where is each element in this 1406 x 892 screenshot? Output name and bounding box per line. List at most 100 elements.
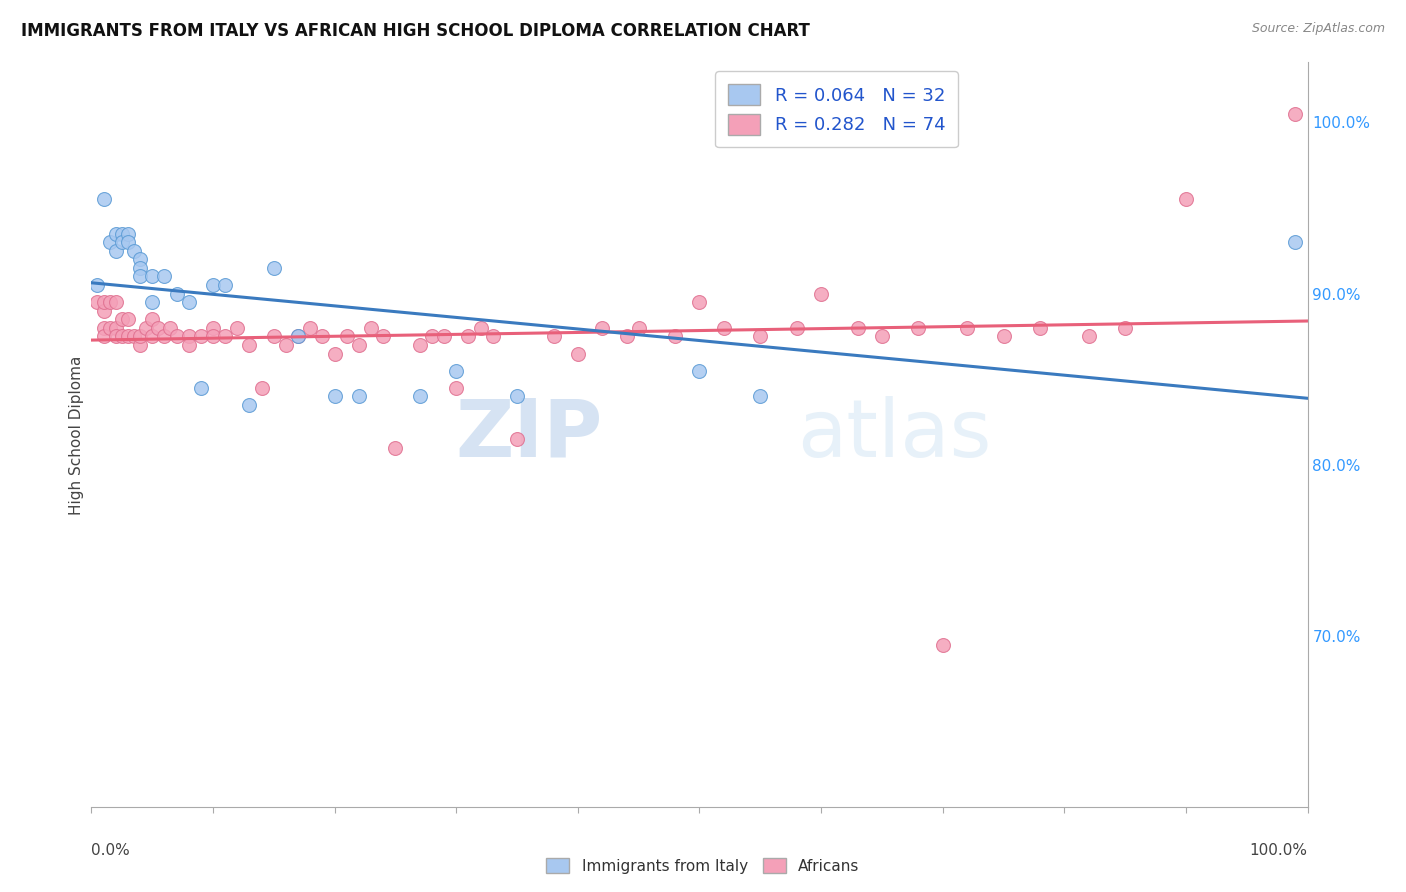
Point bbox=[238, 398, 260, 412]
Point bbox=[148, 321, 170, 335]
Point bbox=[591, 321, 613, 335]
Point bbox=[202, 329, 225, 343]
Point bbox=[713, 321, 735, 335]
Text: IMMIGRANTS FROM ITALY VS AFRICAN HIGH SCHOOL DIPLOMA CORRELATION CHART: IMMIGRANTS FROM ITALY VS AFRICAN HIGH SC… bbox=[21, 22, 810, 40]
Point bbox=[373, 329, 395, 343]
Point bbox=[141, 312, 163, 326]
Point bbox=[190, 329, 212, 343]
Point bbox=[111, 329, 134, 343]
Point bbox=[347, 389, 370, 403]
Point bbox=[846, 321, 869, 335]
Point bbox=[420, 329, 443, 343]
Point bbox=[311, 329, 333, 343]
Point bbox=[141, 269, 163, 284]
Point bbox=[250, 381, 273, 395]
Point bbox=[202, 278, 225, 293]
Point bbox=[457, 329, 479, 343]
Point bbox=[993, 329, 1015, 343]
Point bbox=[111, 227, 134, 241]
Point bbox=[263, 329, 285, 343]
Point bbox=[104, 295, 127, 310]
Point bbox=[93, 303, 115, 318]
Point bbox=[141, 329, 163, 343]
Point bbox=[104, 329, 127, 343]
Point bbox=[86, 278, 108, 293]
Point bbox=[202, 321, 225, 335]
Point bbox=[214, 329, 236, 343]
Point bbox=[111, 235, 134, 250]
Point bbox=[543, 329, 565, 343]
Point bbox=[323, 346, 346, 360]
Point bbox=[956, 321, 979, 335]
Point bbox=[93, 295, 115, 310]
Point bbox=[1284, 235, 1306, 250]
Point bbox=[93, 321, 115, 335]
Point bbox=[104, 321, 127, 335]
Point bbox=[1029, 321, 1052, 335]
Point bbox=[870, 329, 893, 343]
Point bbox=[336, 329, 359, 343]
Point bbox=[433, 329, 456, 343]
Point bbox=[111, 312, 134, 326]
Point bbox=[117, 227, 139, 241]
Point bbox=[347, 338, 370, 352]
Point bbox=[117, 235, 139, 250]
Point bbox=[786, 321, 808, 335]
Point bbox=[86, 295, 108, 310]
Point bbox=[190, 381, 212, 395]
Text: atlas: atlas bbox=[797, 396, 991, 474]
Point bbox=[409, 389, 432, 403]
Point bbox=[177, 295, 200, 310]
Point bbox=[1284, 107, 1306, 121]
Point bbox=[117, 329, 139, 343]
Point bbox=[664, 329, 686, 343]
Point bbox=[274, 338, 297, 352]
Point bbox=[323, 389, 346, 403]
Point bbox=[98, 321, 121, 335]
Point bbox=[93, 329, 115, 343]
Point bbox=[153, 269, 176, 284]
Point bbox=[159, 321, 181, 335]
Point bbox=[931, 638, 953, 652]
Text: ZIP: ZIP bbox=[456, 396, 602, 474]
Point bbox=[238, 338, 260, 352]
Point bbox=[287, 329, 309, 343]
Text: Source: ZipAtlas.com: Source: ZipAtlas.com bbox=[1251, 22, 1385, 36]
Point bbox=[177, 329, 200, 343]
Point bbox=[1114, 321, 1136, 335]
Point bbox=[567, 346, 589, 360]
Point bbox=[214, 278, 236, 293]
Point bbox=[506, 432, 529, 446]
Point bbox=[470, 321, 492, 335]
Y-axis label: High School Diploma: High School Diploma bbox=[69, 355, 84, 515]
Legend: Immigrants from Italy, Africans: Immigrants from Italy, Africans bbox=[540, 852, 866, 880]
Point bbox=[141, 295, 163, 310]
Point bbox=[93, 193, 115, 207]
Legend: R = 0.064   N = 32, R = 0.282   N = 74: R = 0.064 N = 32, R = 0.282 N = 74 bbox=[716, 71, 957, 147]
Point bbox=[444, 364, 467, 378]
Point bbox=[104, 227, 127, 241]
Point bbox=[263, 260, 285, 275]
Point bbox=[129, 269, 152, 284]
Point bbox=[1175, 193, 1198, 207]
Point bbox=[122, 329, 145, 343]
Point bbox=[153, 329, 176, 343]
Point bbox=[135, 321, 157, 335]
Point bbox=[360, 321, 382, 335]
Point bbox=[1077, 329, 1099, 343]
Point bbox=[177, 338, 200, 352]
Point bbox=[129, 338, 152, 352]
Point bbox=[810, 286, 832, 301]
Point bbox=[627, 321, 650, 335]
Point bbox=[166, 286, 188, 301]
Point bbox=[384, 441, 406, 455]
Point bbox=[122, 244, 145, 258]
Point bbox=[226, 321, 249, 335]
Point bbox=[409, 338, 432, 352]
Point bbox=[129, 252, 152, 267]
Point bbox=[287, 329, 309, 343]
Point bbox=[117, 312, 139, 326]
Point bbox=[166, 329, 188, 343]
Point bbox=[104, 244, 127, 258]
Point bbox=[749, 389, 772, 403]
